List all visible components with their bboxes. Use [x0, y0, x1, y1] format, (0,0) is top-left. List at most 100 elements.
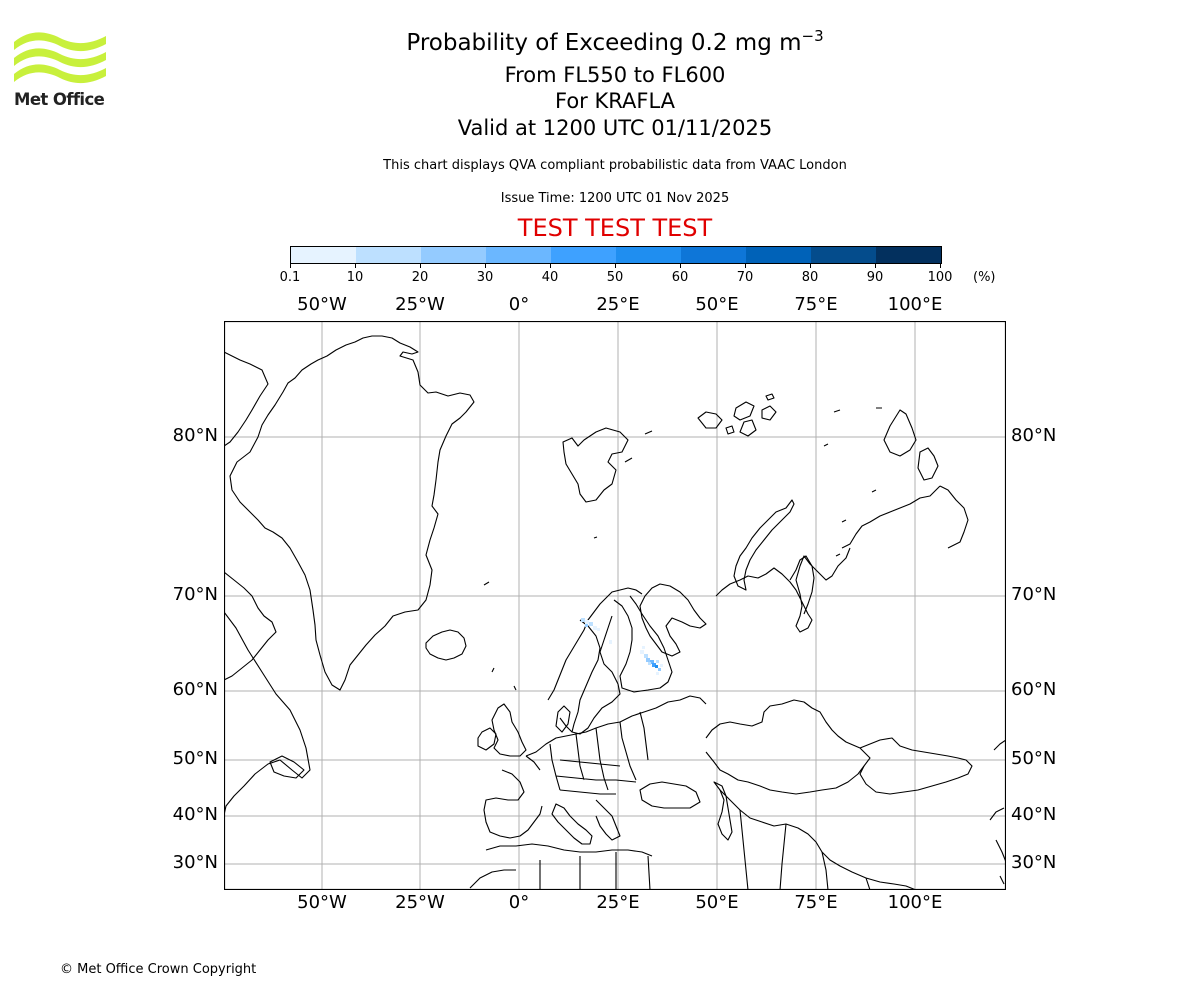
- colorbar-label: 50: [606, 270, 624, 285]
- colorbar-segment-70-80: [746, 247, 811, 263]
- colorbar-tick: [355, 263, 356, 268]
- balkans-greece: [595, 799, 621, 841]
- coastlines: [224, 335, 1006, 890]
- colorbar-tick: [485, 263, 486, 268]
- baffin-south-outline: [224, 571, 277, 681]
- mediterranean-south: [485, 843, 653, 857]
- colorbar-tick: [875, 263, 876, 268]
- asia-borders-extra: [739, 809, 871, 890]
- lon-label-top: 75°E: [794, 294, 838, 315]
- greenland-outline: [229, 335, 475, 691]
- colorbar-label: 30: [476, 270, 494, 285]
- ireland-outline: [477, 727, 497, 751]
- title-superscript: −3: [801, 27, 824, 45]
- jan-mayen: [483, 581, 490, 586]
- colorbar-label: 80: [801, 270, 819, 285]
- severnaya-zemlya: [883, 409, 939, 481]
- kazakhstan-border: [705, 699, 861, 749]
- colorbar-tick: [550, 263, 551, 268]
- level-range: From FL550 to FL600: [504, 63, 726, 87]
- colorbar-segment-0-10: [291, 247, 356, 263]
- lon-label-bottom: 75°E: [794, 892, 838, 913]
- lat-label-left: 40°N: [172, 804, 218, 825]
- issue-time: Issue Time: 1200 UTC 01 Nov 2025: [500, 191, 730, 206]
- france-iberia: [483, 769, 543, 839]
- lat-label-left: 70°N: [172, 584, 218, 605]
- title-text: Probability of Exceeding 0.2 mg m: [406, 30, 802, 56]
- colorbar-segment-60-70: [681, 247, 746, 263]
- siberia-coast: [715, 547, 851, 633]
- lon-label-bottom: 25°W: [395, 892, 445, 913]
- lat-label-right: 70°N: [1011, 584, 1057, 605]
- lat-label-left: 60°N: [172, 679, 218, 700]
- kola-white-sea: [639, 583, 707, 657]
- taymyr-coast: [841, 485, 969, 549]
- sweden-norway-border: [571, 619, 601, 733]
- lon-label-top: 0°: [508, 294, 530, 315]
- north-africa-borders: [469, 852, 651, 890]
- met-office-wave-icon: [14, 32, 106, 84]
- lon-label-top: 25°E: [596, 294, 640, 315]
- colorbar-segment-80-90: [811, 247, 876, 263]
- lat-label-right: 80°N: [1011, 425, 1057, 446]
- patch-eastern-finland: [640, 646, 663, 675]
- finland-outline: [613, 595, 673, 693]
- colorbar-label: 100: [927, 270, 953, 285]
- lon-label-top: 50°W: [297, 294, 347, 315]
- lat-label-right: 60°N: [1011, 679, 1057, 700]
- sweden-coast: [559, 615, 621, 735]
- probability-patches: [581, 618, 663, 675]
- labrador-outline: [224, 611, 311, 816]
- colorbar-tick: [615, 263, 616, 268]
- svalbard-outline: [562, 427, 629, 503]
- colorbar-label: 10: [346, 270, 364, 285]
- novaya-zemlya-outline: [733, 499, 795, 591]
- chart-title: Probability of Exceeding 0.2 mg m−3: [300, 27, 930, 56]
- newfoundland-outline: [269, 755, 305, 779]
- colorbar-tick: [810, 263, 811, 268]
- gridlines: [224, 321, 1006, 890]
- logo-text: Met Office: [14, 90, 105, 109]
- lon-label-top: 50°E: [695, 294, 739, 315]
- valid-time: Valid at 1200 UTC 01/11/2025: [457, 116, 773, 140]
- lon-label-top: 25°W: [395, 294, 445, 315]
- colorbar-tick: [290, 263, 291, 268]
- colorbar-segment-40-50: [551, 247, 616, 263]
- colorbar-label: 0.1: [279, 270, 301, 285]
- arctic-small-islands: [593, 407, 882, 557]
- iceland-outline: [425, 629, 467, 661]
- test-banner: TEST TEST TEST: [517, 214, 713, 242]
- europe-borders: [525, 711, 649, 795]
- chart-description: This chart displays QVA compliant probab…: [383, 158, 847, 173]
- denmark-outline: [555, 705, 571, 733]
- lat-label-right: 50°N: [1011, 748, 1057, 769]
- lon-label-bottom: 0°: [508, 892, 530, 913]
- kazakhstan-south: [705, 747, 871, 795]
- colorbar-segment-50-60: [616, 247, 681, 263]
- colorbar-label: 60: [671, 270, 689, 285]
- colorbar-segment-10-20: [356, 247, 421, 263]
- map-canvas: [223, 320, 1007, 891]
- europe-west-coast: [525, 695, 707, 757]
- italy-outline: [551, 803, 593, 845]
- colorbar-tick: [680, 263, 681, 268]
- map-panel[interactable]: [223, 320, 1007, 891]
- lat-label-right: 40°N: [1011, 804, 1057, 825]
- lon-label-bottom: 50°W: [297, 892, 347, 913]
- colorbar-label: 20: [411, 270, 429, 285]
- lat-label-right: 30°N: [1011, 852, 1057, 873]
- lat-label-left: 50°N: [172, 748, 218, 769]
- colorbar-label: 70: [736, 270, 754, 285]
- colorbar-tick: [745, 263, 746, 268]
- patch-northern-sweden: [581, 618, 612, 644]
- colorbar-tick: [420, 263, 421, 268]
- colorbar-segment-30-40: [486, 247, 551, 263]
- colorbar: [290, 246, 942, 264]
- colorbar-tick: [940, 263, 941, 268]
- mongolia-outline: [859, 737, 973, 795]
- franz-josef-land: [697, 393, 777, 437]
- faroe-shetland: [491, 667, 517, 691]
- colorbar-label: 90: [866, 270, 884, 285]
- lon-label-bottom: 100°E: [887, 892, 943, 913]
- svalbard-islands: [624, 430, 653, 463]
